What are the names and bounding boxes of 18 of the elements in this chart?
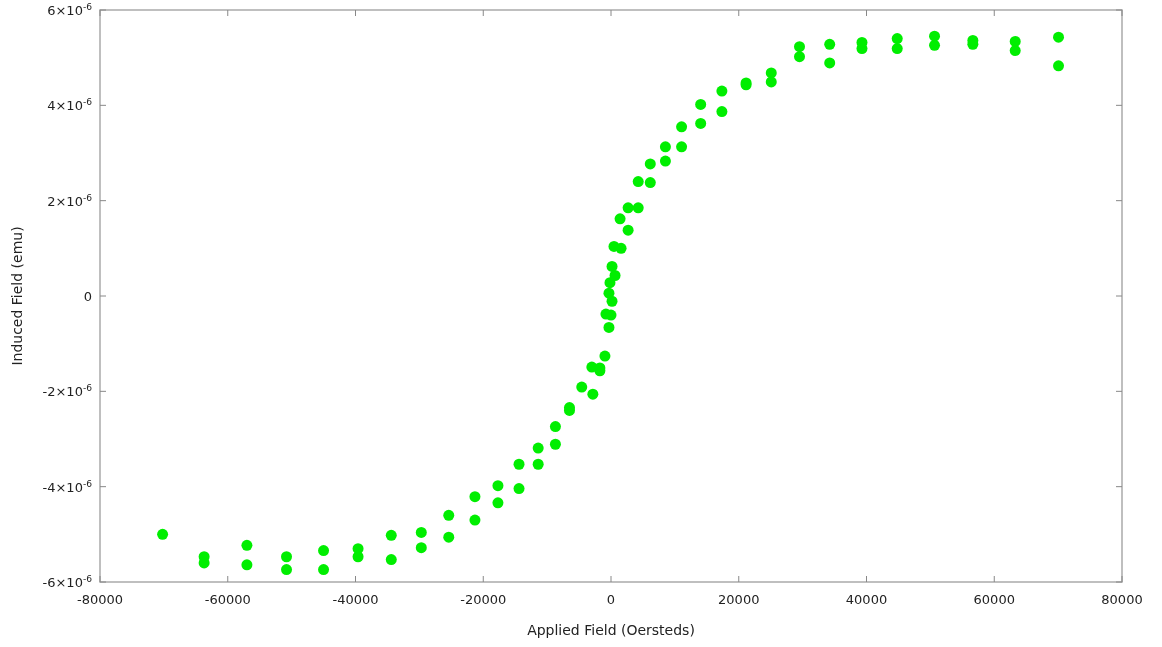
y-axis-title: Induced Field (emu) <box>9 226 25 366</box>
y-tick-label: -2×10$^{-6}$ <box>42 383 93 400</box>
x-tick-label: 40000 <box>845 592 888 607</box>
y-tick-label: 4×10$^{-6}$ <box>47 97 93 114</box>
x-axis-title: Applied Field (Oersteds) <box>527 622 695 638</box>
x-tick-label: -20000 <box>460 592 507 607</box>
x-tick-label: 80000 <box>1101 592 1143 607</box>
x-tick-label: -60000 <box>204 592 251 607</box>
y-tick-label: -6×10$^{-6}$ <box>42 574 93 590</box>
y-tick-label: 0 <box>83 289 92 304</box>
x-tick-label: -40000 <box>332 592 379 607</box>
y-tick-label: 6×10$^{-6}$ <box>47 2 93 18</box>
y-tick-label: 2×10$^{-6}$ <box>47 192 93 209</box>
x-tick-label: 0 <box>606 592 616 607</box>
x-tick-label: 60000 <box>973 592 1015 607</box>
x-tick-label: -80000 <box>76 592 124 607</box>
x-tick-label: 20000 <box>718 592 760 607</box>
y-tick-label: -4×10$^{-6}$ <box>42 478 93 495</box>
